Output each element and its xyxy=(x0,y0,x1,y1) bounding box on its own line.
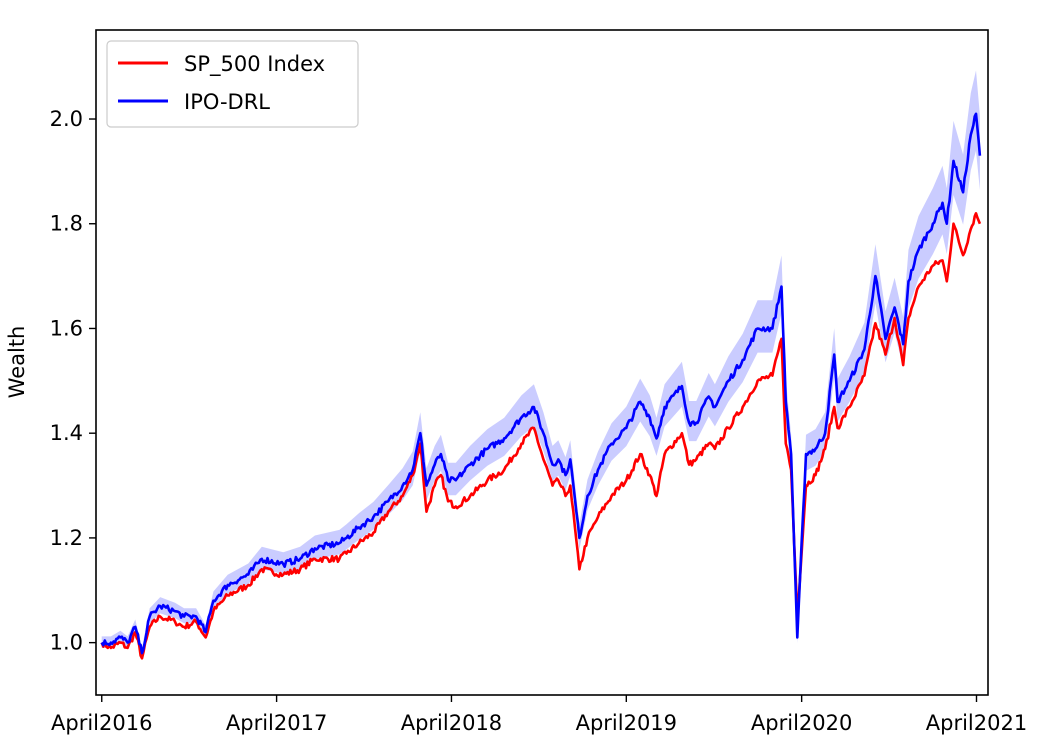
plot-frame xyxy=(95,29,989,696)
legend-box xyxy=(106,40,359,128)
y-tick-label: 1.4 xyxy=(50,421,83,445)
series-line-sp500 xyxy=(100,212,982,660)
x-tick-label: April2019 xyxy=(576,711,677,735)
y-tick-label: 1.2 xyxy=(50,526,83,550)
y-tick-label: 1.6 xyxy=(50,316,83,340)
x-tick-label: April2017 xyxy=(226,711,327,735)
y-axis: 1.0 1.2 1.4 1.6 1.8 2.0 xyxy=(50,107,96,655)
series-layer xyxy=(100,112,982,660)
series-line-ipo-drl xyxy=(100,112,982,655)
y-tick-label: 1.0 xyxy=(50,631,83,655)
legend-label-ipo-drl: IPO-DRL xyxy=(184,90,270,114)
x-tick-label: April2018 xyxy=(401,711,502,735)
x-tick-label: April2016 xyxy=(51,711,152,735)
x-axis: April2016 April2017 April2018 April2019 Apri… xyxy=(51,695,1027,735)
y-axis-title: Wealth xyxy=(5,326,29,399)
legend-label-sp500: SP_500 Index xyxy=(184,52,325,77)
y-tick-label: 1.8 xyxy=(50,212,83,236)
y-tick-label: 2.0 xyxy=(50,107,83,131)
x-tick-label: April2020 xyxy=(751,711,852,735)
legend: SP_500 Index IPO-DRL xyxy=(106,40,359,128)
x-tick-label: April2021 xyxy=(926,711,1027,735)
